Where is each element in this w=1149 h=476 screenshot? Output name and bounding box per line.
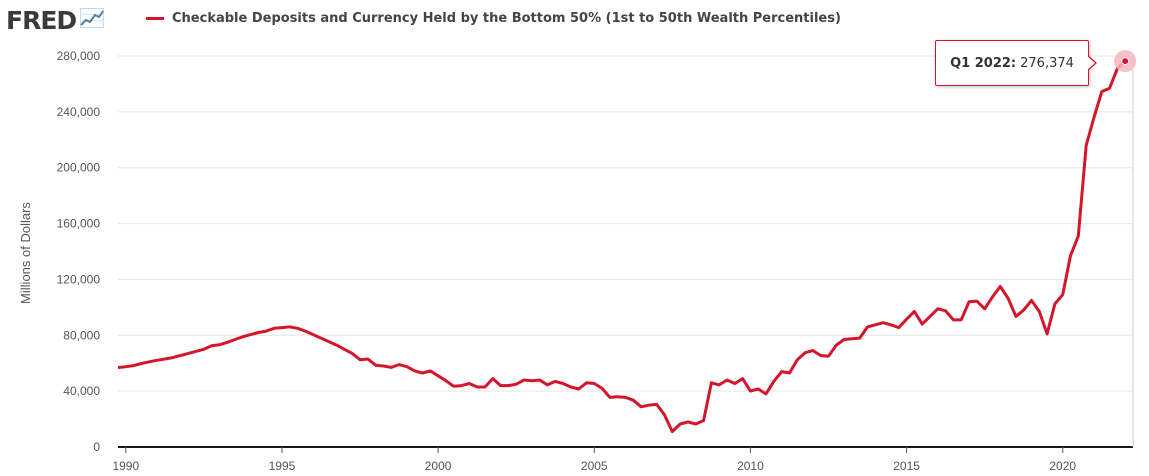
tooltip-pointer — [1087, 55, 1097, 71]
x-axis: 1990 1995 2000 2005 2010 2015 2020 — [112, 56, 1134, 473]
legend-series-name: Checkable Deposits and Currency Held by … — [172, 11, 841, 26]
y-tick-label: 40,000 — [63, 384, 100, 398]
series-line — [118, 59, 1127, 434]
fred-logo[interactable]: FRED — [6, 4, 105, 36]
x-tick-label: 1995 — [269, 459, 296, 473]
y-tick-label: 280,000 — [57, 49, 101, 63]
x-tick-label: 2015 — [893, 459, 920, 473]
y-axis-label: Millions of Dollars — [18, 202, 33, 304]
y-tick-label: 120,000 — [57, 272, 101, 286]
series-layer — [118, 50, 1137, 434]
y-tick-label: 200,000 — [57, 161, 101, 175]
y-tick-label: 160,000 — [57, 217, 101, 231]
trend-chart-icon — [80, 7, 105, 33]
data-tooltip: Q1 2022: 276,374 — [935, 40, 1097, 86]
tooltip-label: Q1 2022: — [950, 55, 1017, 71]
x-tick-label: 1990 — [112, 459, 139, 473]
tooltip-value: 276,374 — [1020, 55, 1074, 71]
y-axis-tick-labels: 0 40,000 80,000 120,000 160,000 200,000 240,00… — [57, 49, 101, 454]
x-tick-label: 2005 — [581, 459, 608, 473]
legend: Checkable Deposits and Currency Held by … — [146, 11, 841, 26]
y-tick-label: 0 — [93, 440, 100, 454]
y-tick-label: 240,000 — [57, 105, 101, 119]
grid-lines — [118, 55, 1133, 392]
logo-text: FRED — [6, 5, 77, 35]
legend-swatch — [146, 17, 164, 20]
x-tick-label: 2020 — [1049, 459, 1076, 473]
hover-marker — [1121, 57, 1130, 66]
y-tick-label: 80,000 — [63, 328, 100, 342]
x-tick-label: 2000 — [425, 459, 452, 473]
x-tick-label: 2010 — [737, 459, 764, 473]
